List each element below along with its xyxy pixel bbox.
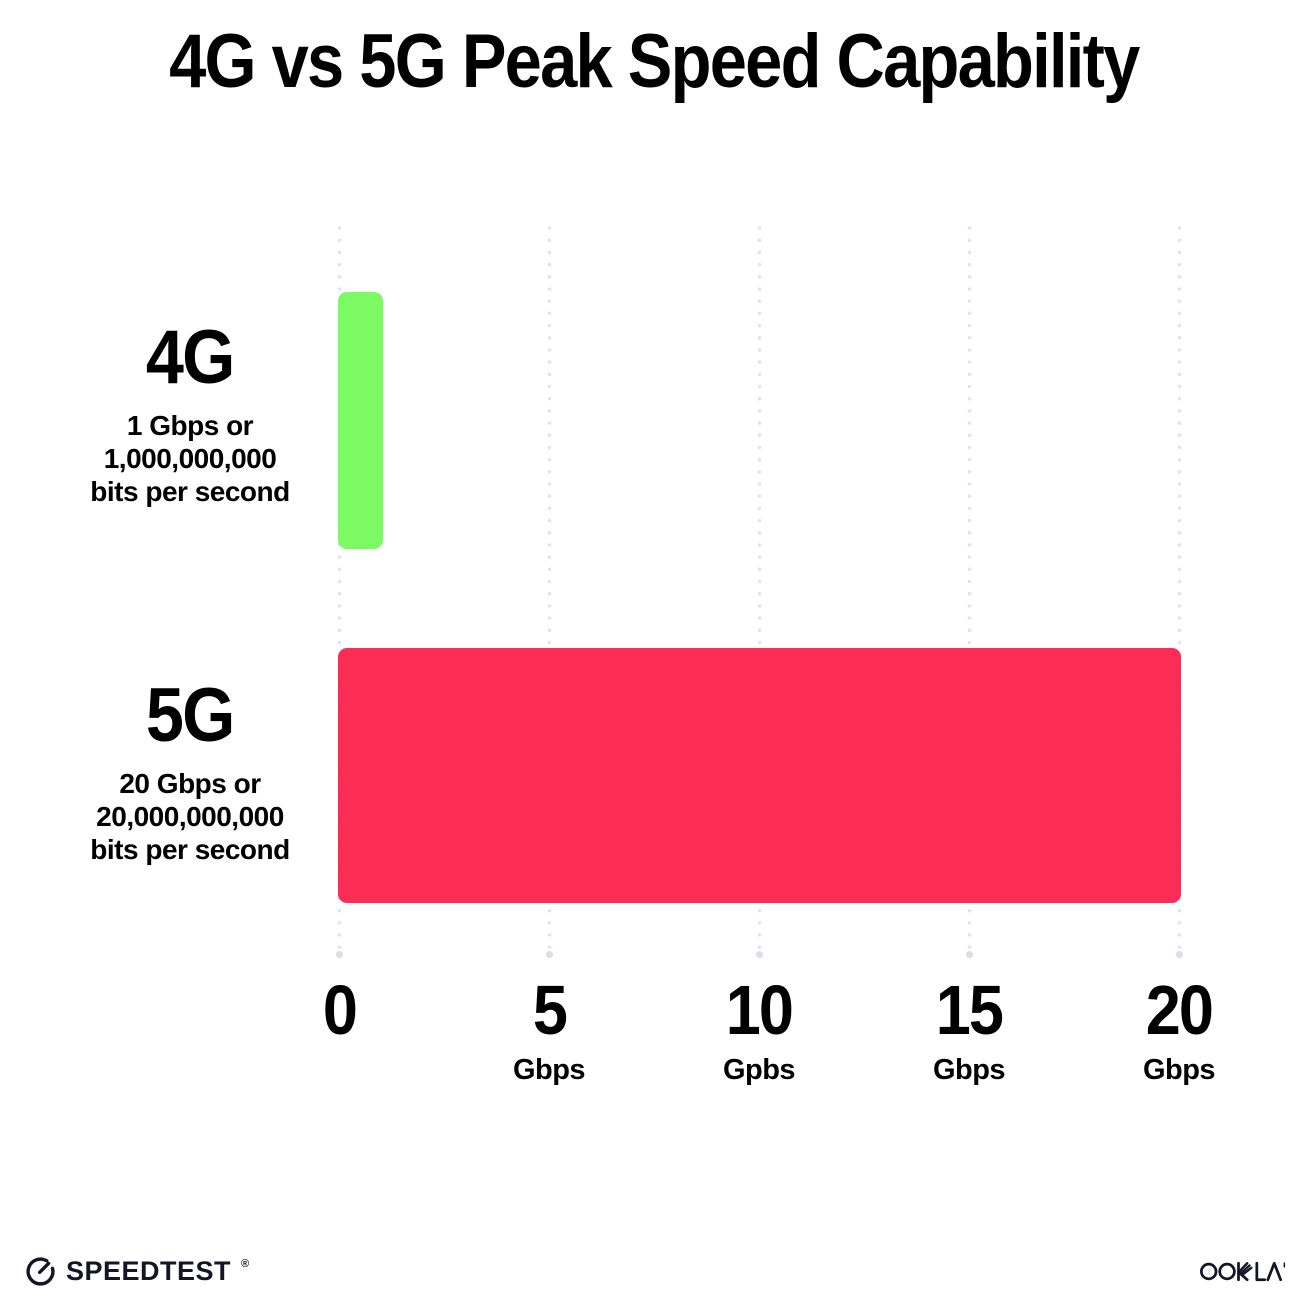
- x-tick-value: 15: [935, 971, 1004, 1049]
- gridline-10: [755, 222, 763, 958]
- x-tick-value: 0: [322, 971, 357, 1049]
- x-tick-unit: Gbps: [512, 1054, 586, 1086]
- x-tick-unit: [229, 1054, 449, 1088]
- chart-title: 4G vs 5G Peak Speed Capability: [0, 24, 1308, 100]
- category-name: 5G: [146, 673, 235, 758]
- ookla-logo: [1200, 1259, 1288, 1289]
- x-tick-value: 5: [532, 971, 567, 1049]
- x-tick-5: 5 Gbps: [439, 975, 659, 1088]
- bar-5g: [338, 648, 1181, 903]
- ookla-wordmark-icon: [1200, 1261, 1286, 1282]
- bar-4g: [338, 292, 383, 549]
- category-label-5g: 5G 20 Gbps or 20,000,000,000 bits per secon…: [40, 678, 340, 866]
- x-tick-value: 20: [1145, 971, 1214, 1049]
- x-tick-unit: Gpbs: [722, 1054, 796, 1086]
- x-tick-20: 20 Gbps: [1069, 975, 1289, 1088]
- chart-title-text: 4G vs 5G Peak Speed Capability: [169, 19, 1140, 104]
- speedtest-wordmark: SPEEDTEST: [66, 1255, 232, 1286]
- category-label-4g: 4G 1 Gbps or 1,000,000,000 bits per second: [40, 320, 340, 508]
- x-tick-0: 0: [229, 975, 449, 1088]
- category-sublabel: 20 Gbps or 20,000,000,000 bits per second: [90, 768, 290, 865]
- gridline-20: [1175, 222, 1183, 958]
- gridline-5: [545, 222, 553, 958]
- speedtest-trademark: ®: [241, 1258, 250, 1270]
- speedtest-logo: SPEEDTEST ®: [24, 1254, 249, 1288]
- category-name: 4G: [146, 315, 235, 400]
- x-tick-unit: Gbps: [932, 1054, 1006, 1086]
- gridline-0: [335, 222, 343, 958]
- speedtest-gauge-icon: [26, 1256, 55, 1286]
- gridline-15: [965, 222, 973, 958]
- category-sublabel: 1 Gbps or 1,000,000,000 bits per second: [90, 410, 290, 507]
- x-tick-15: 15 Gbps: [859, 975, 1079, 1088]
- x-tick-10: 10 Gpbs: [649, 975, 869, 1088]
- x-tick-unit: Gbps: [1142, 1054, 1216, 1086]
- x-tick-value: 10: [725, 971, 794, 1049]
